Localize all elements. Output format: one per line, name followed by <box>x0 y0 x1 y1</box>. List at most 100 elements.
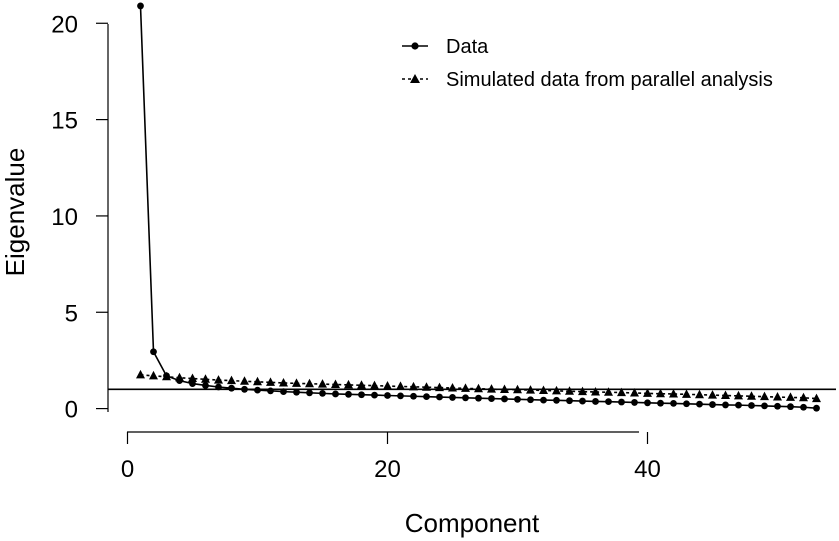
x-tick-label: 20 <box>374 456 401 483</box>
data-point <box>501 395 508 403</box>
data-point <box>800 403 807 411</box>
data-point <box>735 401 742 409</box>
data-point <box>293 388 300 396</box>
data-point <box>813 404 820 412</box>
data-point <box>605 398 612 406</box>
simulated-point <box>682 389 691 398</box>
x-tick-label: 40 <box>634 456 661 483</box>
data-point <box>462 394 469 402</box>
data-point <box>592 398 599 405</box>
simulated-point <box>331 379 340 389</box>
legend-simulated-marker <box>410 74 420 83</box>
legend-item-data: Data <box>402 36 489 58</box>
simulated-point <box>383 381 392 390</box>
simulated-point <box>253 376 262 386</box>
simulated-point <box>370 380 379 390</box>
simulated-point <box>344 379 353 389</box>
simulated-point <box>240 376 249 385</box>
simulated-point <box>539 385 548 394</box>
simulated-point <box>565 386 574 395</box>
simulated-point <box>695 389 704 399</box>
data-point <box>761 402 768 410</box>
simulated-point <box>305 378 314 388</box>
y-axis: 0 5 10 15 20 <box>51 11 109 424</box>
simulated-point <box>409 381 418 391</box>
data-point <box>384 392 391 399</box>
data-point <box>241 385 248 393</box>
data-point <box>306 389 313 397</box>
legend-data-marker <box>411 42 419 50</box>
simulated-point <box>747 391 756 400</box>
simulated-point <box>513 384 522 394</box>
simulated-point <box>201 374 210 383</box>
data-point <box>514 395 521 403</box>
data-point <box>345 390 352 398</box>
simulated-point <box>760 391 769 401</box>
series-simulated <box>136 369 821 403</box>
y-tick-label: 20 <box>51 11 78 38</box>
y-axis-label: Eigenvalue <box>0 148 30 277</box>
y-tick-label: 5 <box>65 300 78 327</box>
simulated-point <box>474 383 483 393</box>
data-point <box>475 394 482 402</box>
simulated-point <box>786 392 795 401</box>
data-point <box>267 387 274 395</box>
series-layer <box>136 2 821 412</box>
data-point <box>579 397 586 405</box>
simulated-point <box>643 388 652 397</box>
data-point <box>618 398 625 406</box>
simulated-point <box>773 392 782 401</box>
data-point <box>280 388 287 396</box>
data-point <box>423 393 430 401</box>
data-point <box>670 399 677 407</box>
data-point <box>215 383 222 391</box>
simulated-point <box>734 390 743 400</box>
data-point <box>553 396 560 404</box>
x-tick-label: 0 <box>121 456 134 483</box>
data-point <box>228 384 235 392</box>
simulated-point <box>292 378 301 387</box>
simulated-point <box>448 382 457 392</box>
data-point <box>683 400 690 408</box>
data-point <box>150 348 157 356</box>
data-point <box>397 392 404 400</box>
legend-label-simulated: Simulated data from parallel analysis <box>446 69 773 91</box>
x-axis: 0 20 40 <box>121 431 661 483</box>
simulated-point <box>578 386 587 396</box>
simulated-point <box>721 390 730 399</box>
data-point <box>787 403 794 411</box>
series-line <box>139 5 817 409</box>
simulated-point <box>435 382 444 392</box>
simulated-point <box>357 380 366 389</box>
simulated-point <box>422 382 431 391</box>
data-point <box>527 396 534 404</box>
data-point <box>748 402 755 409</box>
simulated-point <box>812 393 821 403</box>
data-point <box>722 401 729 409</box>
simulated-point <box>175 372 184 382</box>
simulated-point <box>227 375 236 385</box>
simulated-point <box>136 369 145 379</box>
data-point <box>137 2 144 10</box>
simulated-point <box>279 377 288 387</box>
data-point <box>358 391 365 399</box>
y-tick-label: 10 <box>51 204 78 231</box>
data-point <box>696 400 703 408</box>
simulated-point <box>188 373 197 383</box>
data-point <box>436 393 443 401</box>
simulated-point <box>669 388 678 398</box>
data-point <box>254 386 261 394</box>
simulated-point <box>604 387 613 396</box>
y-tick-label: 15 <box>51 108 78 135</box>
simulated-point <box>318 379 327 388</box>
simulated-point <box>396 381 405 390</box>
data-point <box>540 396 547 404</box>
simulated-point <box>552 385 561 395</box>
data-point <box>631 399 638 406</box>
simulated-point <box>591 387 600 396</box>
y-tick-label: 0 <box>65 397 78 424</box>
simulated-point <box>708 390 717 399</box>
simulated-point <box>630 387 639 397</box>
data-point <box>202 382 209 389</box>
